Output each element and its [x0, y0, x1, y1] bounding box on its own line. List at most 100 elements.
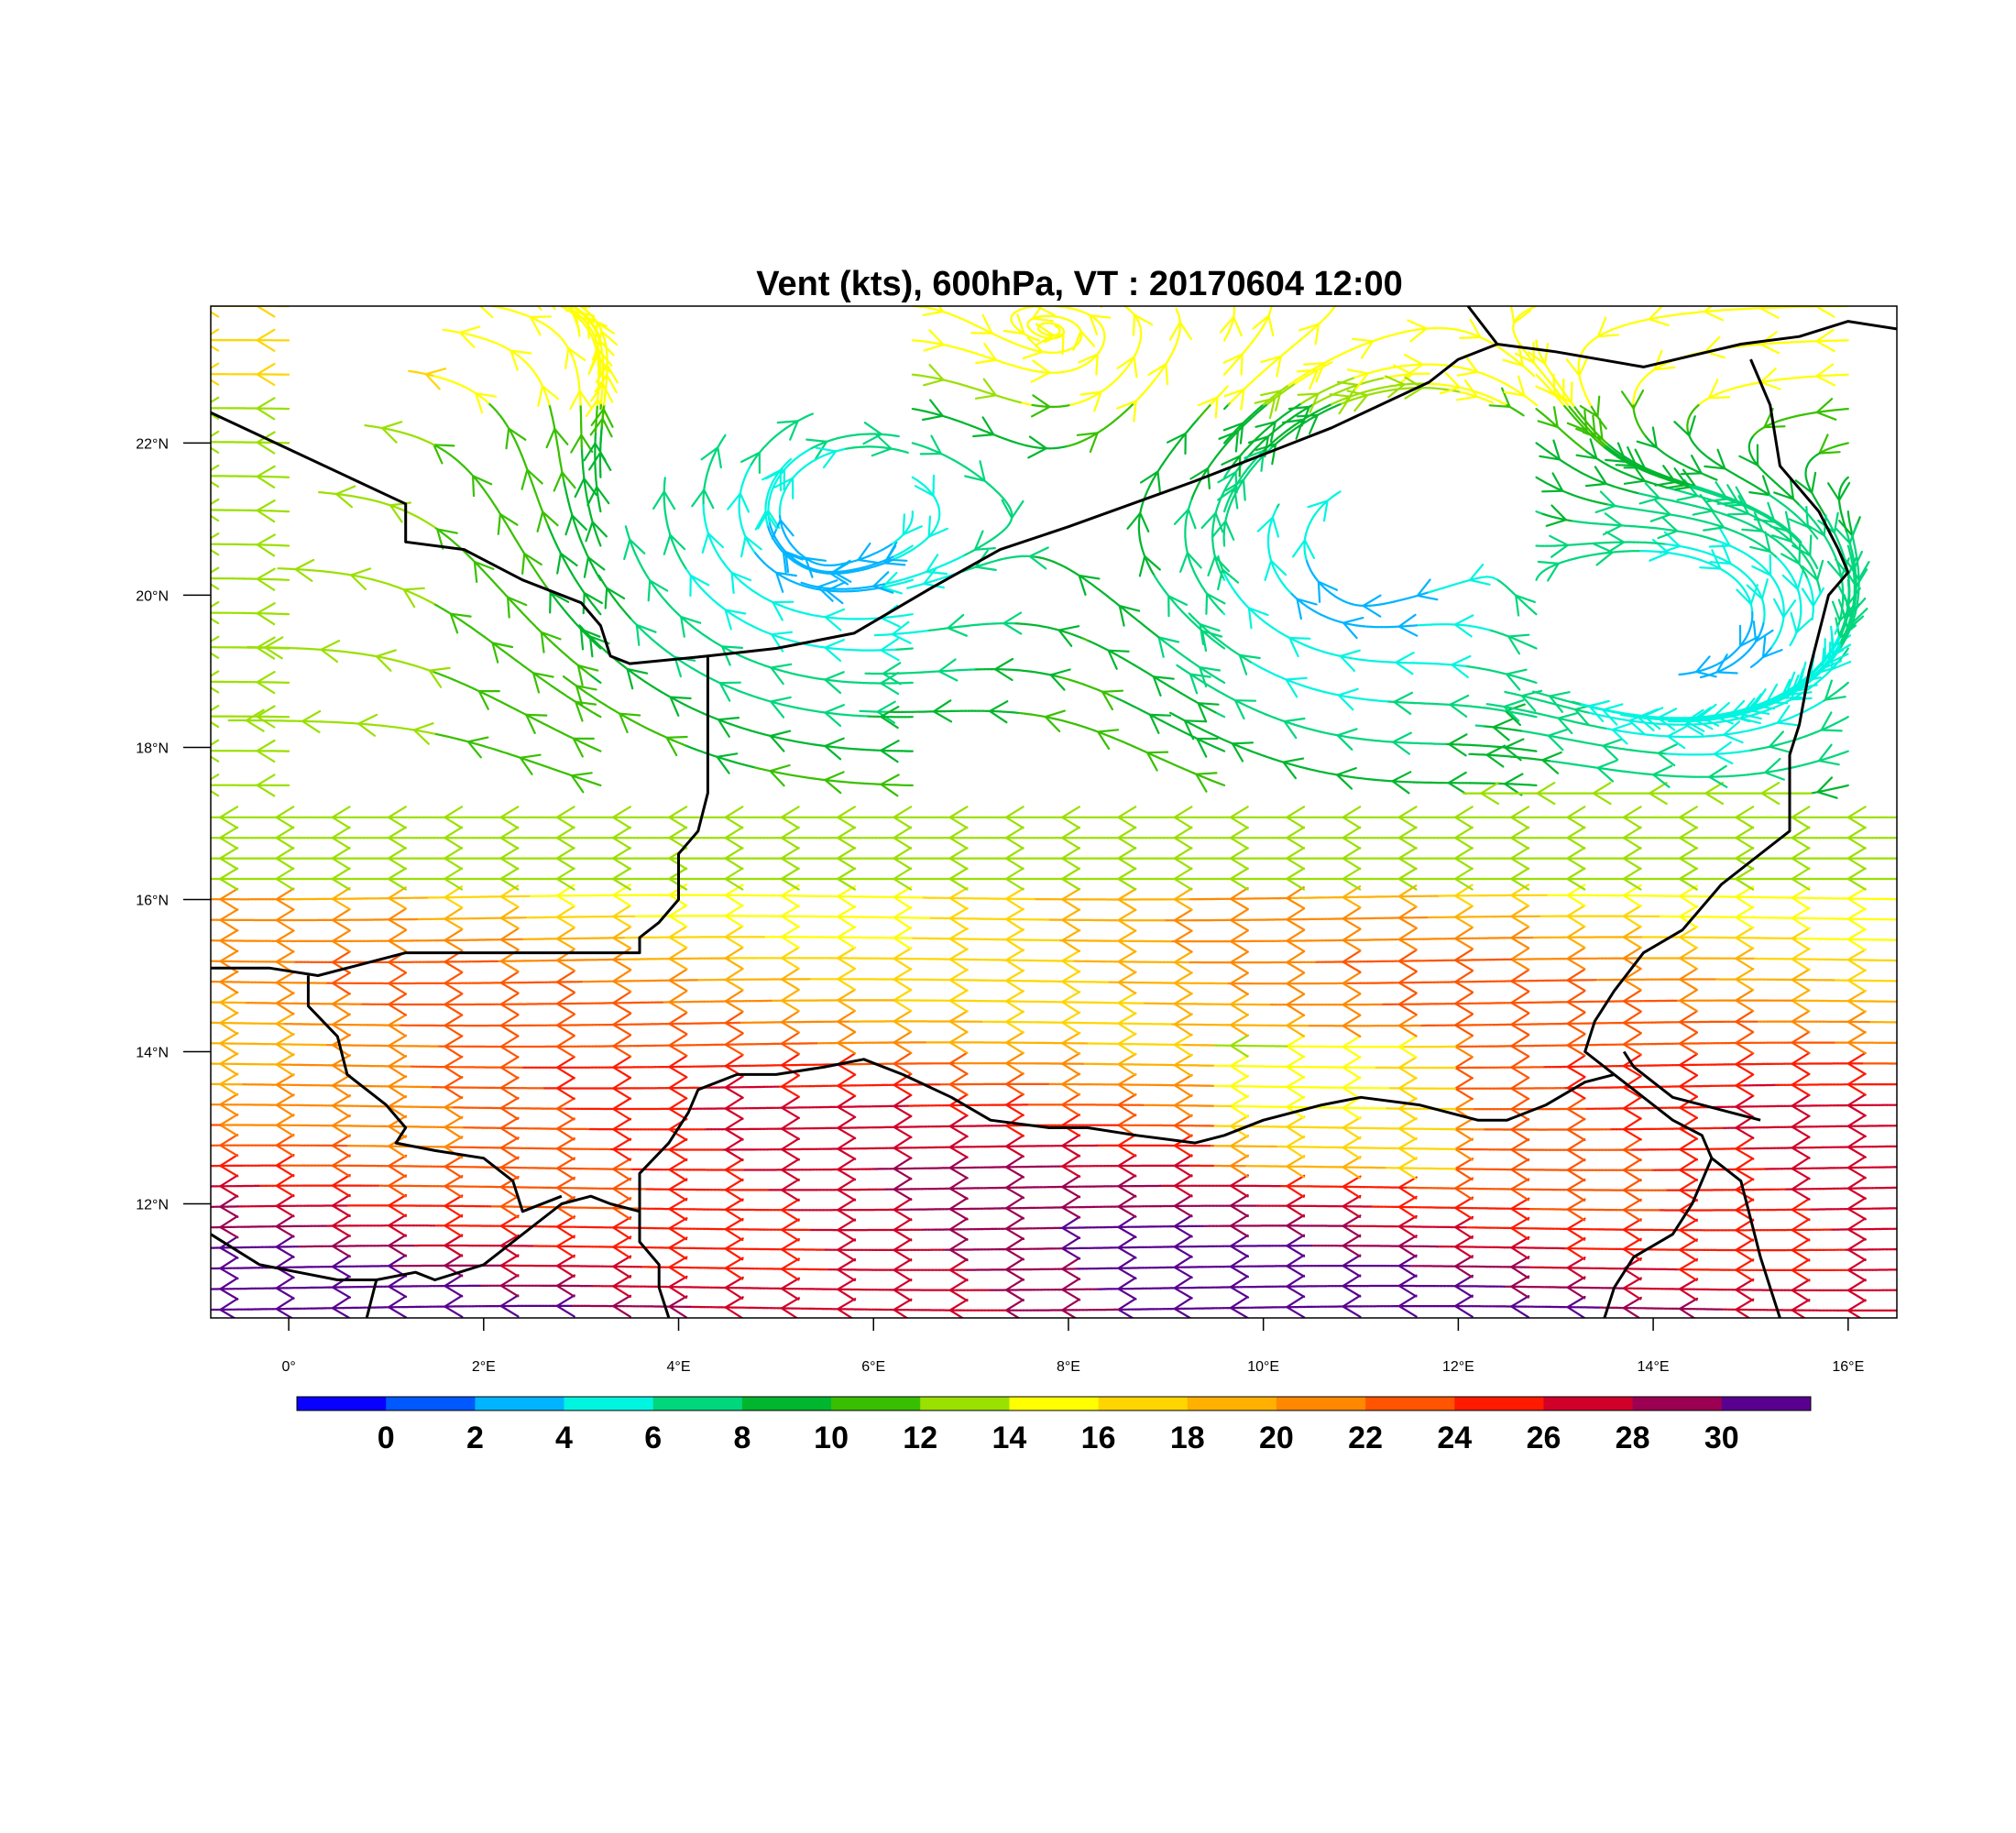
barb-5: [948, 1208, 969, 1221]
barb-3: [1286, 1245, 1306, 1257]
barb-7: [668, 1169, 688, 1182]
barb-3: [331, 1245, 351, 1258]
barb-5: [1173, 1194, 1193, 1208]
barb-3: [1904, 1238, 1922, 1249]
barb-1: [780, 1287, 800, 1301]
barb-4: [1229, 1224, 1249, 1238]
barb-4: [1342, 1214, 1362, 1227]
barb-7: [1566, 1169, 1586, 1182]
barb-8: [1229, 1135, 1250, 1147]
barb-0: [164, 1310, 181, 1320]
barb-0: [219, 1308, 236, 1318]
barb-7: [948, 1167, 969, 1180]
barb-8: [1173, 1144, 1193, 1158]
barb-4: [1061, 1215, 1080, 1229]
barb-2: [1735, 1258, 1755, 1271]
barb-2: [1286, 1254, 1306, 1268]
barb-3: [780, 1237, 801, 1251]
barb-2: [1173, 1255, 1193, 1268]
barb-7: [724, 1158, 744, 1171]
barb-5: [1622, 1209, 1642, 1223]
barb-6: [893, 1177, 913, 1191]
barb-7: [1735, 1157, 1755, 1171]
barb-3: [388, 1234, 407, 1247]
barb-2: [555, 1254, 575, 1268]
barb-6: [1342, 1185, 1362, 1199]
barb-6: [1004, 1175, 1024, 1190]
barb-2: [331, 1265, 351, 1279]
barb-2: [893, 1258, 913, 1271]
barb-6: [1117, 1174, 1137, 1188]
barb-8: [668, 1137, 688, 1151]
barb-4: [331, 1224, 351, 1237]
barb-5: [499, 1195, 520, 1208]
barb-6: [1622, 1189, 1642, 1202]
barb-1: [1566, 1286, 1586, 1300]
barb-5: [1117, 1194, 1137, 1208]
barb-6: [1846, 1176, 1867, 1190]
barb-6: [555, 1186, 575, 1201]
barb-0: [612, 1304, 631, 1318]
barb-0: [1735, 1308, 1751, 1318]
barb-4: [1846, 1228, 1867, 1241]
barb-7: [612, 1168, 631, 1181]
barb-6: [1061, 1175, 1080, 1189]
barb-1: [1173, 1276, 1193, 1290]
barb-3: [1904, 1249, 1922, 1259]
barb-4: [444, 1224, 464, 1238]
barb-2: [948, 1257, 969, 1271]
barb-5: [780, 1198, 800, 1212]
barb-7: [1846, 1166, 1867, 1180]
barb-2: [164, 1269, 181, 1279]
barb-5: [1342, 1205, 1362, 1219]
barb-3: [555, 1235, 576, 1247]
barb-0: [1117, 1308, 1135, 1318]
barb-1: [1229, 1275, 1249, 1289]
barb-7: [164, 1167, 181, 1177]
barb-1: [1004, 1289, 1024, 1302]
barb-6: [1735, 1178, 1755, 1191]
barb-7: [1397, 1157, 1418, 1169]
barb-4: [1566, 1227, 1586, 1241]
barb-2: [1004, 1257, 1024, 1271]
barb-5: [1510, 1207, 1529, 1221]
barb-4: [724, 1228, 744, 1242]
barb-5: [1286, 1204, 1306, 1218]
barb-0: [837, 1298, 857, 1311]
barb-7: [499, 1156, 520, 1169]
barb-1: [555, 1274, 575, 1288]
barb-8: [1453, 1147, 1474, 1161]
barb-3: [668, 1246, 688, 1260]
barb-4: [1173, 1214, 1193, 1228]
barb-7: [1678, 1158, 1698, 1171]
barb-8: [1397, 1147, 1418, 1161]
barb-1: [1453, 1285, 1474, 1299]
barb-7: [1904, 1156, 1922, 1167]
barb-7: [1173, 1154, 1193, 1168]
barb-7: [555, 1157, 576, 1169]
barb-5: [331, 1193, 351, 1207]
barb-3: [1453, 1235, 1474, 1248]
barb-1: [1510, 1285, 1530, 1299]
barb-0: [444, 1294, 464, 1308]
barb-4: [837, 1228, 857, 1242]
barb-7: [275, 1164, 295, 1178]
barb-5: [555, 1206, 575, 1220]
barb-3: [219, 1246, 239, 1259]
barb-7: [1453, 1158, 1474, 1170]
barb-6: [1846, 1187, 1867, 1200]
barb-4: [948, 1217, 969, 1231]
barb-3: [164, 1238, 181, 1249]
barb-0: [1173, 1297, 1193, 1311]
barb-8: [1678, 1137, 1698, 1151]
barb-1: [1117, 1288, 1137, 1301]
barb-2: [612, 1265, 631, 1279]
barb-0: [1846, 1309, 1862, 1318]
barb-7: [1004, 1166, 1025, 1179]
barb-6: [1342, 1175, 1362, 1188]
barb-8: [893, 1136, 913, 1149]
barb-2: [444, 1254, 464, 1268]
barb-0: [1678, 1297, 1699, 1311]
barb-5: [1342, 1194, 1362, 1208]
